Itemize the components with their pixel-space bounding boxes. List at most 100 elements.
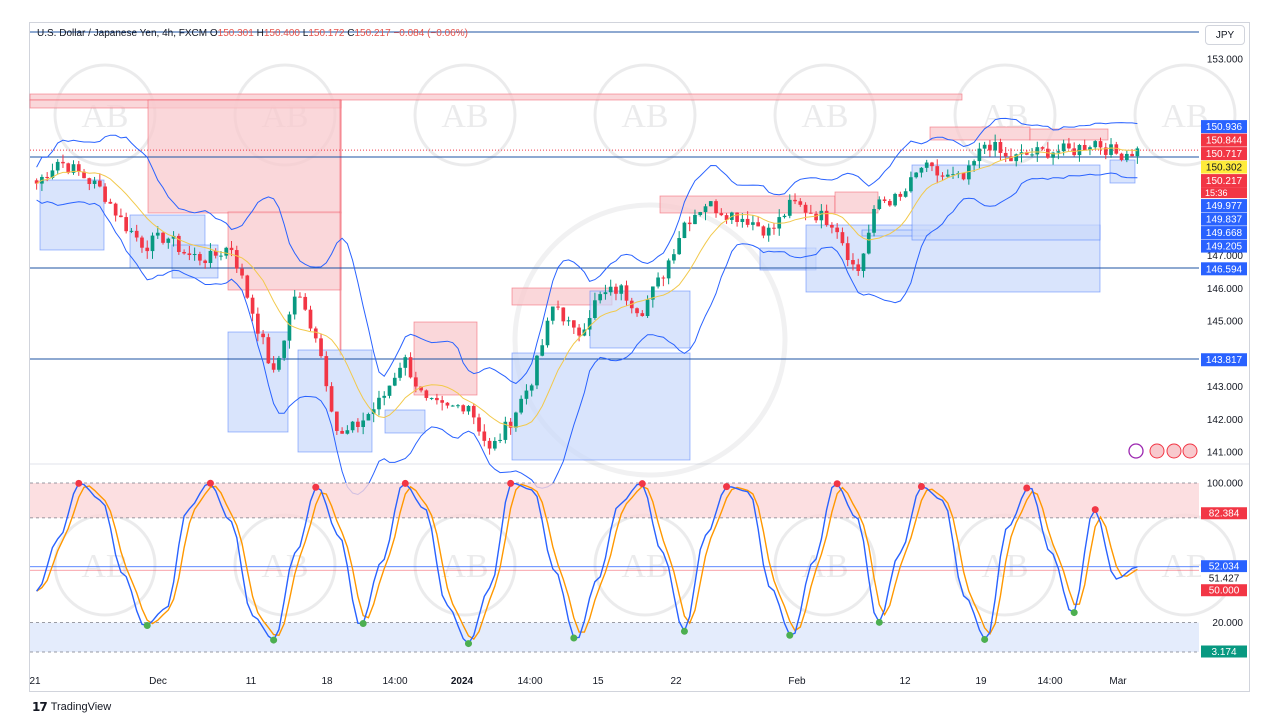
bollinger-upper-line: [36, 117, 1138, 385]
candle: [1088, 145, 1092, 156]
price-level-tag-bg: [1201, 212, 1247, 226]
candle-body: [255, 313, 260, 334]
candle: [830, 222, 834, 234]
candle-body: [155, 232, 160, 236]
candle-body: [292, 296, 297, 315]
candle-body: [103, 186, 107, 202]
stoch-level-tag-label: 3.174: [1211, 647, 1236, 658]
candle: [319, 333, 323, 358]
watermark-text: AB: [621, 98, 668, 135]
price-level-tag: 150.844: [1201, 133, 1247, 147]
candle: [245, 274, 250, 299]
price-level-tag-label: 149.977: [1206, 201, 1243, 212]
candle-body: [661, 277, 666, 279]
candle-body: [477, 417, 481, 432]
candle-body: [119, 215, 123, 218]
candle: [682, 221, 687, 239]
candle-body: [650, 286, 655, 300]
stoch-level-tag-bg: [1201, 584, 1247, 597]
time-axis-tick-label: 14:00: [517, 676, 542, 687]
stoch-level-tag: 50.000: [1201, 584, 1247, 597]
candle: [1119, 152, 1124, 162]
candle: [134, 224, 139, 242]
candle: [903, 188, 908, 198]
candle: [677, 231, 682, 255]
candle-body: [150, 235, 155, 252]
time-axis-tick-label: 12: [899, 676, 911, 687]
candle: [340, 427, 344, 434]
candle-body: [487, 440, 492, 449]
candle: [587, 310, 592, 337]
price-level-tag: 149.837: [1201, 212, 1247, 226]
candle: [34, 178, 39, 190]
candle-body: [593, 300, 597, 319]
candle: [840, 227, 845, 246]
candle-body: [471, 405, 476, 418]
candle: [935, 159, 940, 184]
candle: [103, 183, 107, 204]
candle: [793, 193, 797, 205]
candle: [92, 176, 97, 189]
currency-button[interactable]: JPY: [1205, 25, 1245, 45]
candle-body: [240, 268, 244, 276]
candle-body: [635, 308, 639, 314]
candle: [919, 167, 924, 178]
candle: [1072, 142, 1077, 157]
candle: [856, 258, 861, 276]
candle: [166, 237, 171, 249]
candle: [514, 411, 518, 432]
flag-icon: [1166, 443, 1182, 459]
candle-body: [277, 357, 281, 370]
ab-academy-seal-icon: [1133, 63, 1237, 167]
candle: [624, 280, 629, 306]
candle: [635, 307, 639, 317]
candle: [377, 390, 381, 416]
candle: [861, 253, 866, 278]
candle: [614, 283, 618, 301]
candle-body: [724, 215, 729, 220]
candle-body: [361, 420, 366, 427]
candle-body: [350, 421, 355, 431]
candle-body: [1082, 144, 1087, 151]
candle-body: [1077, 144, 1082, 156]
chart-frame: [29, 22, 1250, 692]
candle-body: [687, 222, 692, 225]
candle: [150, 232, 155, 259]
candle: [456, 404, 460, 409]
candle: [382, 391, 387, 406]
candle-body: [403, 357, 408, 368]
candle: [303, 293, 308, 311]
candle: [666, 258, 671, 285]
price-axis-tick-label: 142.000: [1207, 415, 1244, 426]
candle: [608, 279, 613, 296]
candle: [187, 245, 192, 261]
candle: [835, 223, 840, 239]
time-axis-tick-label: 11: [246, 676, 257, 687]
stoch-level-tag-bg: [1201, 572, 1247, 585]
candle: [761, 225, 766, 239]
stoch-sell-marker: [917, 482, 925, 490]
candle: [740, 213, 745, 228]
price-level-tag-label: 149.668: [1206, 228, 1243, 239]
candle-body: [34, 180, 39, 184]
resistance-zone: [29, 93, 963, 101]
candle: [914, 172, 919, 179]
tradingview-logo[interactable]: 𝟭𝟳 TradingView: [32, 700, 111, 714]
candle-body: [413, 377, 418, 387]
candle-body: [445, 402, 450, 406]
candle: [882, 196, 887, 204]
candle-body: [1003, 152, 1008, 157]
candle: [192, 247, 197, 261]
candle-body: [261, 333, 265, 338]
candle-body: [192, 254, 197, 256]
candle-body: [97, 180, 102, 187]
candle: [972, 159, 976, 172]
price-level-tag-bg: [1201, 133, 1247, 147]
stoch-buy-marker: [270, 636, 278, 644]
candle-body: [408, 357, 413, 378]
stoch-buy-marker: [465, 640, 472, 648]
candle-body: [429, 397, 434, 399]
candle-body: [656, 277, 660, 287]
